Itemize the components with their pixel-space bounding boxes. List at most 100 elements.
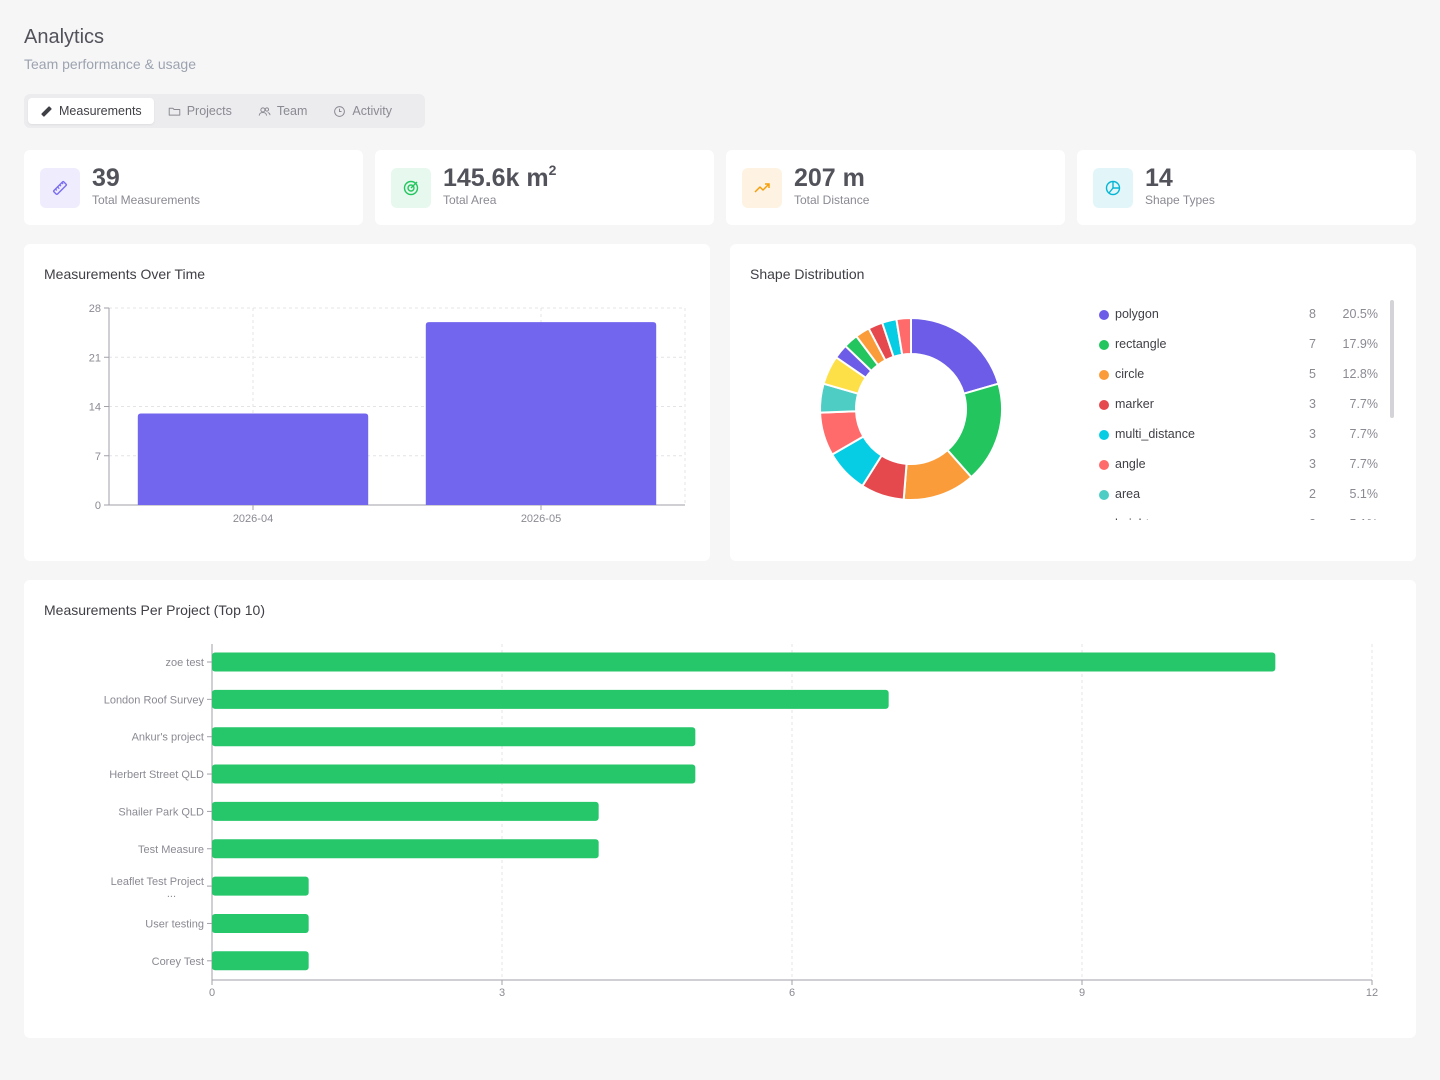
- trending-up-icon: [742, 168, 782, 208]
- donut-slice: [910, 316, 1000, 395]
- stat-value: 14: [1145, 164, 1173, 192]
- legend-item: polygon 8 20.5%: [1096, 300, 1378, 330]
- legend-item: marker 3 7.7%: [1096, 390, 1378, 420]
- stat-label: Total Area: [443, 193, 497, 207]
- y-tick-label: London Roof Survey: [104, 694, 205, 706]
- legend-label: marker: [1115, 397, 1154, 411]
- x-tick-label: 6: [789, 987, 795, 999]
- x-tick-label: 2026-05: [521, 513, 561, 525]
- x-tick-label: 0: [209, 987, 215, 999]
- y-tick-label: Shailer Park QLD: [118, 806, 204, 818]
- chart-title: Shape Distribution: [750, 266, 865, 282]
- shape-donut-chart: [819, 316, 1003, 501]
- legend-percent: 5.1%: [1349, 487, 1379, 501]
- legend-count: 8: [1309, 307, 1316, 321]
- y-tick-label: zoe test: [165, 657, 204, 669]
- legend-swatch: [1099, 490, 1109, 500]
- legend-label: multi_distance: [1115, 427, 1195, 441]
- legend-label: rectangle: [1115, 337, 1167, 351]
- bar: [212, 652, 1276, 672]
- bar: [212, 951, 309, 971]
- legend-count: 7: [1309, 337, 1316, 351]
- legend-count: 3: [1309, 397, 1316, 411]
- bar: [212, 839, 599, 859]
- stat-label: Shape Types: [1145, 193, 1215, 207]
- x-tick-label: 12: [1366, 987, 1378, 999]
- y-tick-label: User testing: [145, 918, 204, 930]
- y-tick-label: 21: [89, 352, 101, 364]
- tab-bar: Measurements Projects Team Activity: [24, 94, 425, 128]
- clock-icon: [334, 105, 346, 117]
- legend-percent: 12.8%: [1342, 367, 1378, 381]
- tab-team[interactable]: Team: [246, 98, 320, 124]
- legend-label: height: [1115, 517, 1149, 520]
- legend-label: circle: [1115, 367, 1145, 381]
- chart-title: Measurements Per Project (Top 10): [44, 602, 265, 618]
- bar: [212, 876, 309, 896]
- tab-label: Measurements: [59, 104, 142, 118]
- x-tick-label: 2026-04: [233, 513, 273, 525]
- legend-percent: 20.5%: [1342, 307, 1378, 321]
- bar: [137, 413, 369, 505]
- chart-card-per-project: Measurements Per Project (Top 10) 0 3 6 9 12…: [24, 580, 1416, 1038]
- tab-activity[interactable]: Activity: [321, 98, 404, 124]
- stat-value: 207 m: [794, 164, 865, 192]
- stat-label: Total Distance: [794, 193, 870, 207]
- legend-item: circle 5 12.8%: [1096, 360, 1378, 390]
- y-tick-label: Herbert Street QLD: [109, 769, 204, 781]
- bar: [212, 689, 889, 709]
- legend-scrollbar[interactable]: [1390, 300, 1394, 418]
- legend-swatch: [1099, 430, 1109, 440]
- legend-percent: 7.7%: [1349, 397, 1379, 411]
- legend-label: angle: [1115, 457, 1146, 471]
- folder-icon: [168, 107, 180, 116]
- legend-swatch: [1099, 370, 1109, 380]
- bar: [212, 764, 696, 784]
- ruler-icon: [41, 105, 52, 117]
- legend-label: polygon: [1115, 307, 1159, 321]
- chart-card-over-time: Measurements Over Time 0 7 14 21 28 2026-04 20…: [24, 244, 710, 561]
- legend-percent: 5.1%: [1322, 517, 1379, 520]
- legend-item: height 2 5.1%: [1096, 510, 1378, 520]
- stat-label: Total Measurements: [92, 193, 201, 207]
- legend-swatch: [1099, 310, 1109, 320]
- legend-count: 3: [1309, 427, 1316, 441]
- x-tick-label: 3: [499, 987, 505, 999]
- y-tick-label: 0: [95, 500, 101, 512]
- y-tick-label: 14: [89, 402, 101, 414]
- project-bar-chart: 0 3 6 9 12 zoe test London Roof Survey Ankur's …: [104, 644, 1378, 999]
- chart-title: Measurements Over Time: [44, 266, 206, 282]
- legend-count: 2: [1296, 517, 1316, 520]
- legend-item: multi_distance 3 7.7%: [1096, 420, 1378, 450]
- y-tick-label: Corey Test: [152, 956, 204, 968]
- pie-chart-icon: [1093, 168, 1133, 208]
- time-bar-chart: 0 7 14 21 28 2026-04 2026-05: [89, 303, 686, 525]
- legend-swatch: [1099, 460, 1109, 470]
- stat-card-distance: 207 m Total Distance: [726, 150, 1065, 225]
- tab-measurements[interactable]: Measurements: [28, 98, 154, 124]
- page-title: Analytics: [24, 26, 105, 48]
- y-tick-label: Ankur's project: [132, 732, 204, 744]
- x-tick-label: 9: [1079, 987, 1085, 999]
- tab-label: Projects: [186, 104, 232, 118]
- legend-percent: 17.9%: [1342, 337, 1378, 351]
- stat-value: 145.6k m2: [443, 162, 557, 192]
- tab-projects[interactable]: Projects: [156, 98, 244, 124]
- legend-swatch: [1099, 400, 1109, 410]
- legend-label: area: [1115, 487, 1141, 501]
- ruler-icon: [40, 168, 80, 208]
- legend-count: 3: [1309, 457, 1316, 471]
- bar: [425, 322, 657, 505]
- tab-label: Team: [276, 104, 308, 118]
- legend-item: area 2 5.1%: [1096, 480, 1378, 510]
- stat-value: 39: [92, 164, 120, 192]
- legend-percent: 7.7%: [1349, 427, 1379, 441]
- legend-percent: 7.7%: [1349, 457, 1379, 471]
- legend-count: 5: [1309, 367, 1316, 381]
- stat-card-area: 145.6k m2 Total Area: [375, 150, 714, 225]
- legend-item: angle 3 7.7%: [1096, 450, 1378, 480]
- y-tick-label: 28: [89, 303, 101, 315]
- bar: [212, 801, 599, 821]
- stat-card-shape-types: 14 Shape Types: [1077, 150, 1416, 225]
- target-icon: [391, 168, 431, 208]
